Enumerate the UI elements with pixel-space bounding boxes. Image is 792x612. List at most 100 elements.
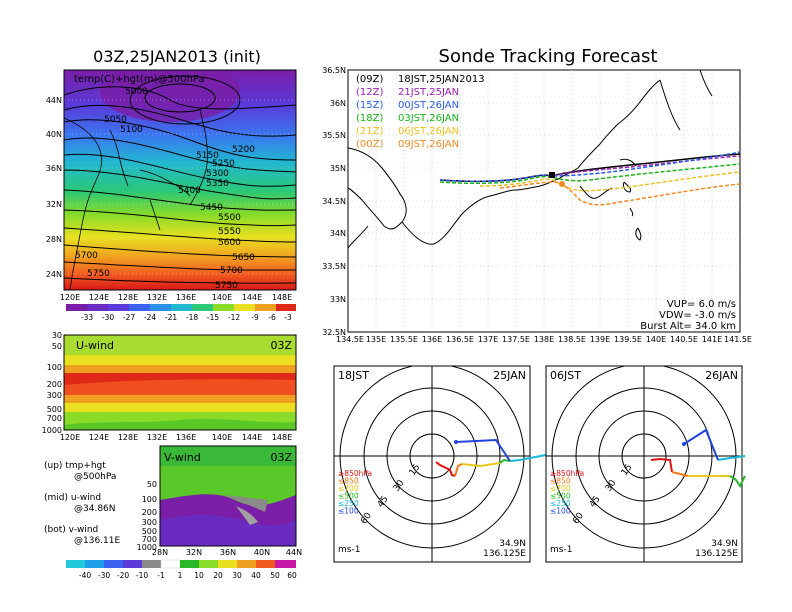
colorbar-label: 20	[213, 571, 223, 580]
temperature-colorbar: -33 -30 -27 -24 -21 -18 -15 -12 -9 -6 -3	[66, 304, 296, 322]
lon-label: 139.5E	[614, 335, 642, 344]
u-panel-label: U-wind	[76, 339, 114, 352]
legend-text: 09JST,26JAN	[398, 139, 459, 150]
hodograph-trace	[509, 454, 547, 462]
lat-label: 33.5N	[322, 262, 346, 271]
lat-label: 33N	[330, 295, 346, 304]
top-lon-axis: 120E 124E 128E 132E 136E 140E 144E 148E	[60, 293, 292, 302]
trace-end-point	[682, 442, 686, 446]
level-legend-item: ≤250	[550, 499, 571, 508]
contour-label: 5700	[220, 266, 243, 276]
legend-code: (15Z)	[356, 100, 383, 111]
hodograph-trace	[461, 462, 501, 468]
hodograph-date: 26JAN	[705, 369, 738, 382]
level-legend-item: ≤850	[550, 477, 571, 486]
lon-label: 144E	[242, 293, 262, 302]
pressure-label: 1000	[42, 426, 62, 435]
colorbar-label: -33	[81, 313, 93, 322]
colorbar-label: -9	[251, 313, 259, 322]
lon-label: 136E	[176, 433, 196, 442]
hodograph-frame	[333, 365, 531, 563]
level-legend-item: ≤850	[338, 477, 359, 486]
colorbar-label: -3	[284, 313, 292, 322]
note-title: (mid) u-wind	[44, 493, 101, 503]
hodograph-lon: 136.125E	[483, 549, 526, 559]
colorbar-label: 50	[270, 571, 280, 580]
level-legend-item: ≤100	[338, 507, 359, 516]
colorbar-label: -15	[207, 313, 219, 322]
lat-label: 34N	[330, 229, 346, 238]
top-lat-axis: 44N 40N 36N 32N 28N 24N	[46, 96, 62, 279]
lat-label: 36N	[220, 548, 236, 557]
hodograph-frame	[545, 365, 743, 563]
lat-label: 36N	[46, 164, 62, 173]
track-grid	[348, 70, 740, 332]
track-legend: (09Z) 18JST,25JAN2013 (12Z) 21JST,25JAN …	[356, 74, 485, 150]
note-sub: @136.11E	[74, 536, 120, 546]
pressure-label: 200	[142, 508, 157, 517]
lon-label: 141E	[702, 335, 722, 344]
v-pressure-axis: 50 100 200 300 500 700 1000	[137, 480, 157, 552]
contour-label: 5050	[104, 115, 127, 125]
note-sub: @500hPa	[74, 472, 116, 482]
lat-label: 28N	[46, 235, 62, 244]
hodograph-trace	[671, 471, 689, 477]
hodograph-lat: 34.9N	[711, 539, 738, 549]
track-markers	[549, 172, 565, 187]
level-legend-item: ≤500	[550, 492, 571, 501]
hodograph-time: 18JST	[338, 369, 369, 382]
colorbar-label: -18	[186, 313, 198, 322]
ring-label: 60	[571, 511, 586, 526]
v-lat-axis: 28N 32N 36N 40N 44N	[152, 548, 302, 557]
hodograph-trace	[499, 458, 511, 464]
lat-label: 24N	[46, 270, 62, 279]
contour-label: 5000	[125, 87, 148, 97]
contour-label: 5350	[206, 179, 229, 189]
track-00z	[499, 181, 741, 206]
level-legend-item: ≤250	[338, 499, 359, 508]
pressure-label: 50	[52, 342, 62, 351]
lon-label: 135E	[366, 335, 386, 344]
pressure-label: 200	[47, 380, 62, 389]
pressure-label: 500	[47, 405, 62, 414]
lat-label: 44N	[46, 96, 62, 105]
lon-label: 148E	[272, 433, 292, 442]
contour-label: 5750	[87, 269, 110, 279]
contour-label: 5400	[178, 186, 201, 196]
v-panel-label: V-wind	[164, 451, 201, 464]
lon-label: 136E	[176, 293, 196, 302]
sonde-track-map: (09Z) 18JST,25JAN2013 (12Z) 21JST,25JAN …	[322, 66, 752, 344]
colorbar-label: 60	[287, 571, 297, 580]
v-wind-panel: V-wind 03Z 50 100 200 300 500 700 1000 2…	[137, 445, 302, 557]
colorbar-label: 1	[178, 571, 183, 580]
hodograph-time: 06JST	[550, 369, 581, 382]
hodograph-trace	[683, 428, 719, 461]
track-lat-axis: 36.5N 36N 35.5N 35N 34.5N 34N 33.5N 33N …	[322, 66, 346, 337]
lon-label: 137E	[478, 335, 498, 344]
legend-text: 21JST,25JAN	[398, 87, 459, 98]
lon-label: 120E	[60, 433, 80, 442]
lon-label: 135.5E	[390, 335, 418, 344]
param-burst: Burst Alt= 34.0 km	[640, 321, 736, 332]
colorbar-label: -27	[123, 313, 135, 322]
lon-label: 134.5E	[336, 335, 364, 344]
lon-label: 138E	[534, 335, 554, 344]
contour-label: 5250	[212, 159, 235, 169]
level-legend-item: ≤700	[550, 484, 571, 493]
lon-label: 148E	[272, 293, 292, 302]
u-lon-axis: 120E 124E 128E 132E 136E 140E 144E 148E	[60, 433, 292, 442]
lon-label: 132E	[147, 433, 167, 442]
contour-labels: 5000 5050 5100 5150 5200 5250 5300 5350 …	[75, 87, 255, 291]
legend-code: (09Z)	[356, 74, 383, 85]
contour-label: 5300	[206, 169, 229, 179]
legend-code: (18Z)	[356, 113, 383, 124]
hodograph-trace	[717, 455, 746, 461]
pressure-label: 300	[47, 391, 62, 400]
legend-code: (00Z)	[356, 139, 383, 150]
contour-label: 5750	[215, 281, 238, 291]
lon-label: 128E	[118, 433, 138, 442]
top-map-label: temp(C)+hgt(m)@500hPa	[74, 74, 205, 85]
colorbar-label: -20	[117, 571, 129, 580]
